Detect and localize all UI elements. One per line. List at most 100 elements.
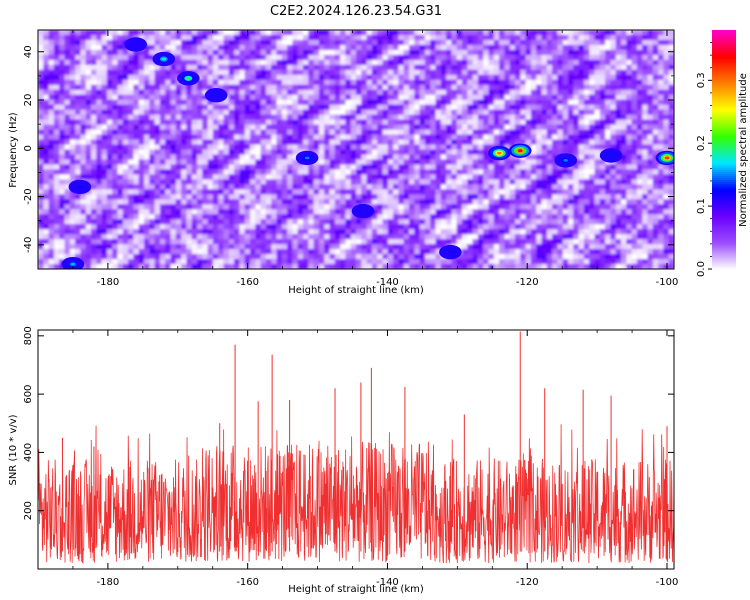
heatmap-cell bbox=[366, 30, 373, 36]
heatmap-cell bbox=[541, 84, 548, 91]
heatmap-cell bbox=[409, 224, 415, 230]
heatmap-cell bbox=[594, 59, 601, 66]
heatmap-cell bbox=[297, 199, 304, 205]
heatmap-cell bbox=[191, 94, 198, 101]
heatmap-cell bbox=[589, 59, 596, 66]
heatmap-cell bbox=[101, 174, 108, 180]
heatmap-cell bbox=[610, 30, 617, 36]
heatmap-cell bbox=[212, 99, 219, 106]
heatmap-cell bbox=[53, 199, 60, 205]
heatmap-cell bbox=[414, 179, 421, 185]
heatmap-cell bbox=[276, 124, 283, 131]
heatmap-cell bbox=[615, 89, 622, 96]
heatmap-cell bbox=[419, 84, 426, 91]
heatmap-cell bbox=[626, 109, 633, 116]
heatmap-cell bbox=[515, 164, 521, 171]
heatmap-cell bbox=[483, 139, 490, 146]
heatmap-cell bbox=[515, 124, 521, 131]
heatmap-cell bbox=[541, 179, 548, 185]
heatmap-cell bbox=[133, 164, 140, 171]
heatmap-cell bbox=[356, 129, 362, 136]
heatmap-cell bbox=[621, 144, 627, 151]
heatmap-cell bbox=[228, 149, 235, 156]
heatmap-cell bbox=[260, 84, 267, 91]
heatmap-cell bbox=[562, 30, 569, 36]
heatmap-cell bbox=[297, 114, 304, 121]
heatmap-cell bbox=[568, 84, 574, 91]
heatmap-cell bbox=[175, 149, 182, 156]
heatmap-cell bbox=[260, 109, 267, 116]
heatmap-cell bbox=[276, 224, 283, 230]
heatmap-cell bbox=[329, 179, 336, 185]
heatmap-cell bbox=[223, 69, 230, 76]
heatmap-cell bbox=[117, 179, 124, 185]
heatmap-cell bbox=[159, 39, 166, 46]
heatmap-cell bbox=[75, 154, 81, 161]
heatmap-cell bbox=[515, 84, 521, 91]
heatmap-cell bbox=[467, 30, 474, 36]
heatmap-cell bbox=[265, 224, 272, 230]
heatmap-cell bbox=[133, 144, 140, 151]
heatmap-cell bbox=[599, 114, 606, 121]
heatmap-cell bbox=[599, 79, 606, 86]
heatmap-cell bbox=[631, 179, 638, 185]
heatmap-cell bbox=[197, 214, 203, 220]
heatmap-cell bbox=[324, 30, 331, 36]
heatmap-cell bbox=[38, 84, 44, 91]
heatmap-cell bbox=[451, 34, 458, 41]
heatmap-cell bbox=[515, 30, 521, 36]
heatmap-cell bbox=[265, 189, 272, 195]
heatmap-cell bbox=[605, 104, 611, 111]
heatmap-cell bbox=[430, 174, 437, 180]
heatmap-cell bbox=[504, 104, 511, 111]
heatmap-cell bbox=[329, 89, 336, 96]
heatmap-cell bbox=[430, 144, 437, 151]
heatmap-cell bbox=[202, 229, 209, 235]
heatmap-cell bbox=[361, 69, 368, 76]
heatmap-cell bbox=[276, 89, 283, 96]
heatmap-cell bbox=[122, 129, 129, 136]
heatmap-cell bbox=[271, 214, 278, 220]
heatmap-cell bbox=[106, 204, 113, 210]
heatmap-cell bbox=[239, 69, 246, 76]
heatmap-cell bbox=[477, 224, 484, 230]
heatmap-cell bbox=[197, 69, 203, 76]
heatmap-cell bbox=[477, 74, 484, 81]
heatmap-cell bbox=[488, 39, 495, 46]
heatmap-cell bbox=[318, 79, 325, 86]
heatmap-cell bbox=[334, 199, 341, 205]
heatmap-cell bbox=[589, 229, 596, 235]
heatmap-cell bbox=[414, 194, 421, 200]
heatmap-cell bbox=[599, 224, 606, 230]
heatmap-cell bbox=[594, 204, 601, 210]
heatmap-cell bbox=[191, 229, 198, 235]
heatmap-cell bbox=[149, 84, 156, 91]
heatmap-cell bbox=[122, 229, 129, 235]
heatmap-cell bbox=[562, 109, 569, 116]
heatmap-cell bbox=[85, 44, 92, 51]
heatmap-cell bbox=[96, 214, 103, 220]
heatmap-cell bbox=[255, 104, 262, 111]
heatmap-cell bbox=[631, 144, 638, 151]
heatmap-cell bbox=[382, 44, 389, 51]
heatmap-cell bbox=[621, 154, 627, 161]
heatmap-cell bbox=[610, 49, 617, 56]
heatmap-cell bbox=[281, 104, 288, 111]
heatmap-cell bbox=[191, 224, 198, 230]
heatmap-cell bbox=[387, 199, 394, 205]
heatmap-cell bbox=[91, 174, 97, 180]
heatmap-cell bbox=[64, 134, 71, 141]
heatmap-cell bbox=[626, 159, 633, 166]
heatmap-cell bbox=[350, 194, 357, 200]
heatmap-cell bbox=[546, 169, 553, 175]
heatmap-cell bbox=[631, 124, 638, 131]
heatmap-cell bbox=[318, 119, 325, 126]
heatmap-cell bbox=[483, 119, 490, 126]
heatmap-cell bbox=[292, 204, 299, 210]
heatmap-cell bbox=[562, 104, 569, 111]
heatmap-cell bbox=[96, 44, 103, 51]
heatmap-cell bbox=[626, 224, 633, 230]
heatmap-cell bbox=[80, 149, 87, 156]
heatmap-cell bbox=[165, 114, 172, 121]
heatmap-cell bbox=[91, 229, 97, 235]
